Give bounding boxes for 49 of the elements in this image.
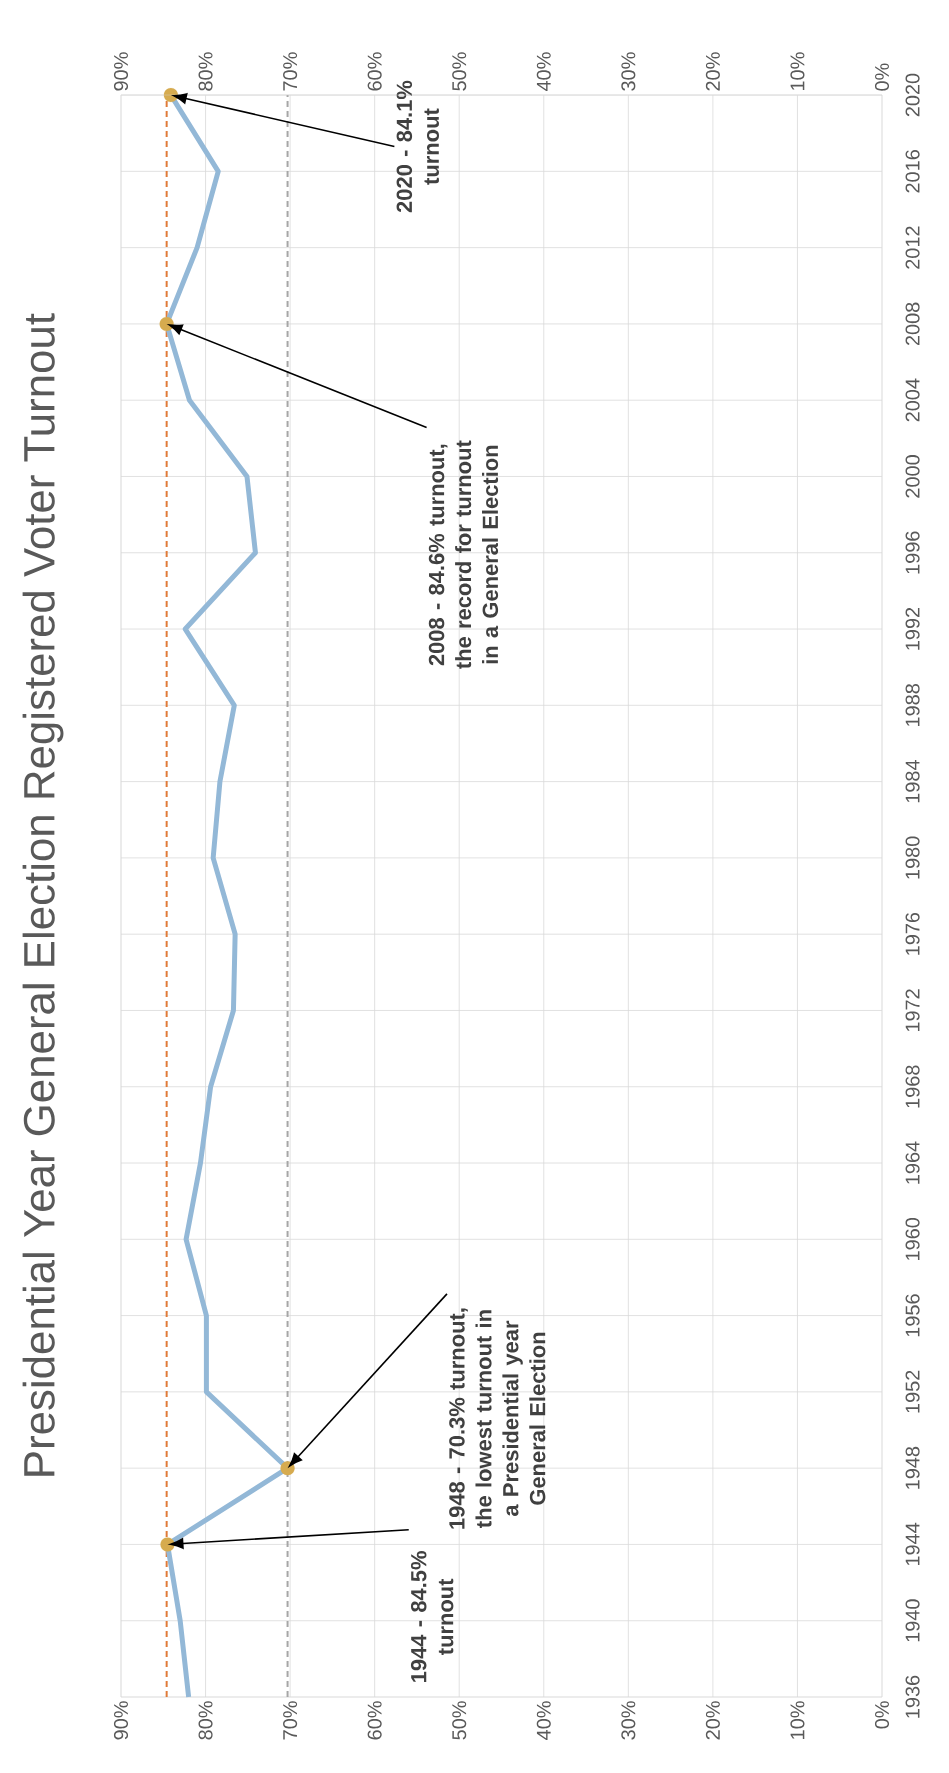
x2-tick-label: 30% bbox=[621, 1701, 636, 1740]
x2-tick-label: 10% bbox=[790, 1701, 805, 1739]
text: Presidential Year General Election Registered Voter Turnout bbox=[22, 313, 64, 1476]
x2-tick-label: 40% bbox=[536, 1701, 551, 1740]
y-tick-label: 1948 bbox=[905, 1446, 920, 1489]
annotation: 2020 - 84.1% turnout bbox=[396, 80, 439, 213]
annotation: 1944 - 84.5% turnout bbox=[410, 1551, 454, 1682]
y-tick-label: 1996 bbox=[905, 531, 920, 574]
x-tick-label: 30% bbox=[621, 52, 636, 91]
y-tick-label: 1964 bbox=[905, 1141, 920, 1184]
x-tick-label: 80% bbox=[198, 52, 213, 91]
y-tick-label: 1944 bbox=[905, 1522, 920, 1566]
y-tick-label: 2000 bbox=[905, 455, 920, 498]
x-tick-label: 40% bbox=[536, 52, 551, 92]
y-tick-label: 2012 bbox=[905, 226, 920, 269]
y-tick-label: 2016 bbox=[905, 150, 920, 193]
y-tick-label: 1960 bbox=[905, 1217, 920, 1260]
y-tick-label: 1952 bbox=[905, 1370, 920, 1413]
y-tick-label: 1980 bbox=[905, 836, 920, 879]
x2-tick-label: 80% bbox=[198, 1701, 213, 1740]
y-tick-label: 2004 bbox=[905, 378, 920, 422]
x-tick-label: 90% bbox=[113, 52, 129, 91]
y-tick-label: 1988 bbox=[905, 684, 920, 726]
x-tick-label: 0% bbox=[874, 63, 890, 91]
x-tick-label: 50% bbox=[452, 52, 467, 91]
point bbox=[159, 316, 174, 331]
x-tick-label: 70% bbox=[283, 52, 298, 91]
annotation: 2008 - 84.6% turnout, the record for turnout in a General Election bbox=[428, 440, 499, 669]
y-tick-label: 1968 bbox=[905, 1065, 920, 1108]
x2-tick-label: 60% bbox=[367, 1701, 382, 1740]
x-tick-label: 20% bbox=[705, 52, 720, 91]
y-tick-label: 1940 bbox=[905, 1599, 920, 1642]
y-tick-label: 2008 bbox=[905, 302, 920, 346]
x-tick-label: 10% bbox=[790, 52, 805, 90]
y-tick-label: 1976 bbox=[905, 912, 920, 955]
x2-tick-label: 90% bbox=[113, 1701, 129, 1740]
x-tick-label: 60% bbox=[367, 52, 382, 91]
y-tick-label: 1956 bbox=[905, 1294, 920, 1337]
annotation: 1948 - 70.3% turnout, the lowest turnout in a Presidential year General Election bbox=[449, 1308, 546, 1529]
point bbox=[163, 88, 178, 103]
x2-tick-label: 50% bbox=[452, 1701, 467, 1740]
y-tick-label: 1984 bbox=[905, 760, 920, 803]
y-tick-label: 1992 bbox=[905, 607, 920, 650]
x2-tick-label: 70% bbox=[283, 1701, 298, 1740]
x2-tick-label: 0% bbox=[874, 1701, 890, 1729]
x2-tick-label: 20% bbox=[705, 1701, 720, 1740]
y-tick-label: 1972 bbox=[905, 989, 920, 1032]
y-tick-label: 2020 bbox=[905, 73, 920, 117]
y-tick-label: 1936 bbox=[905, 1675, 920, 1718]
